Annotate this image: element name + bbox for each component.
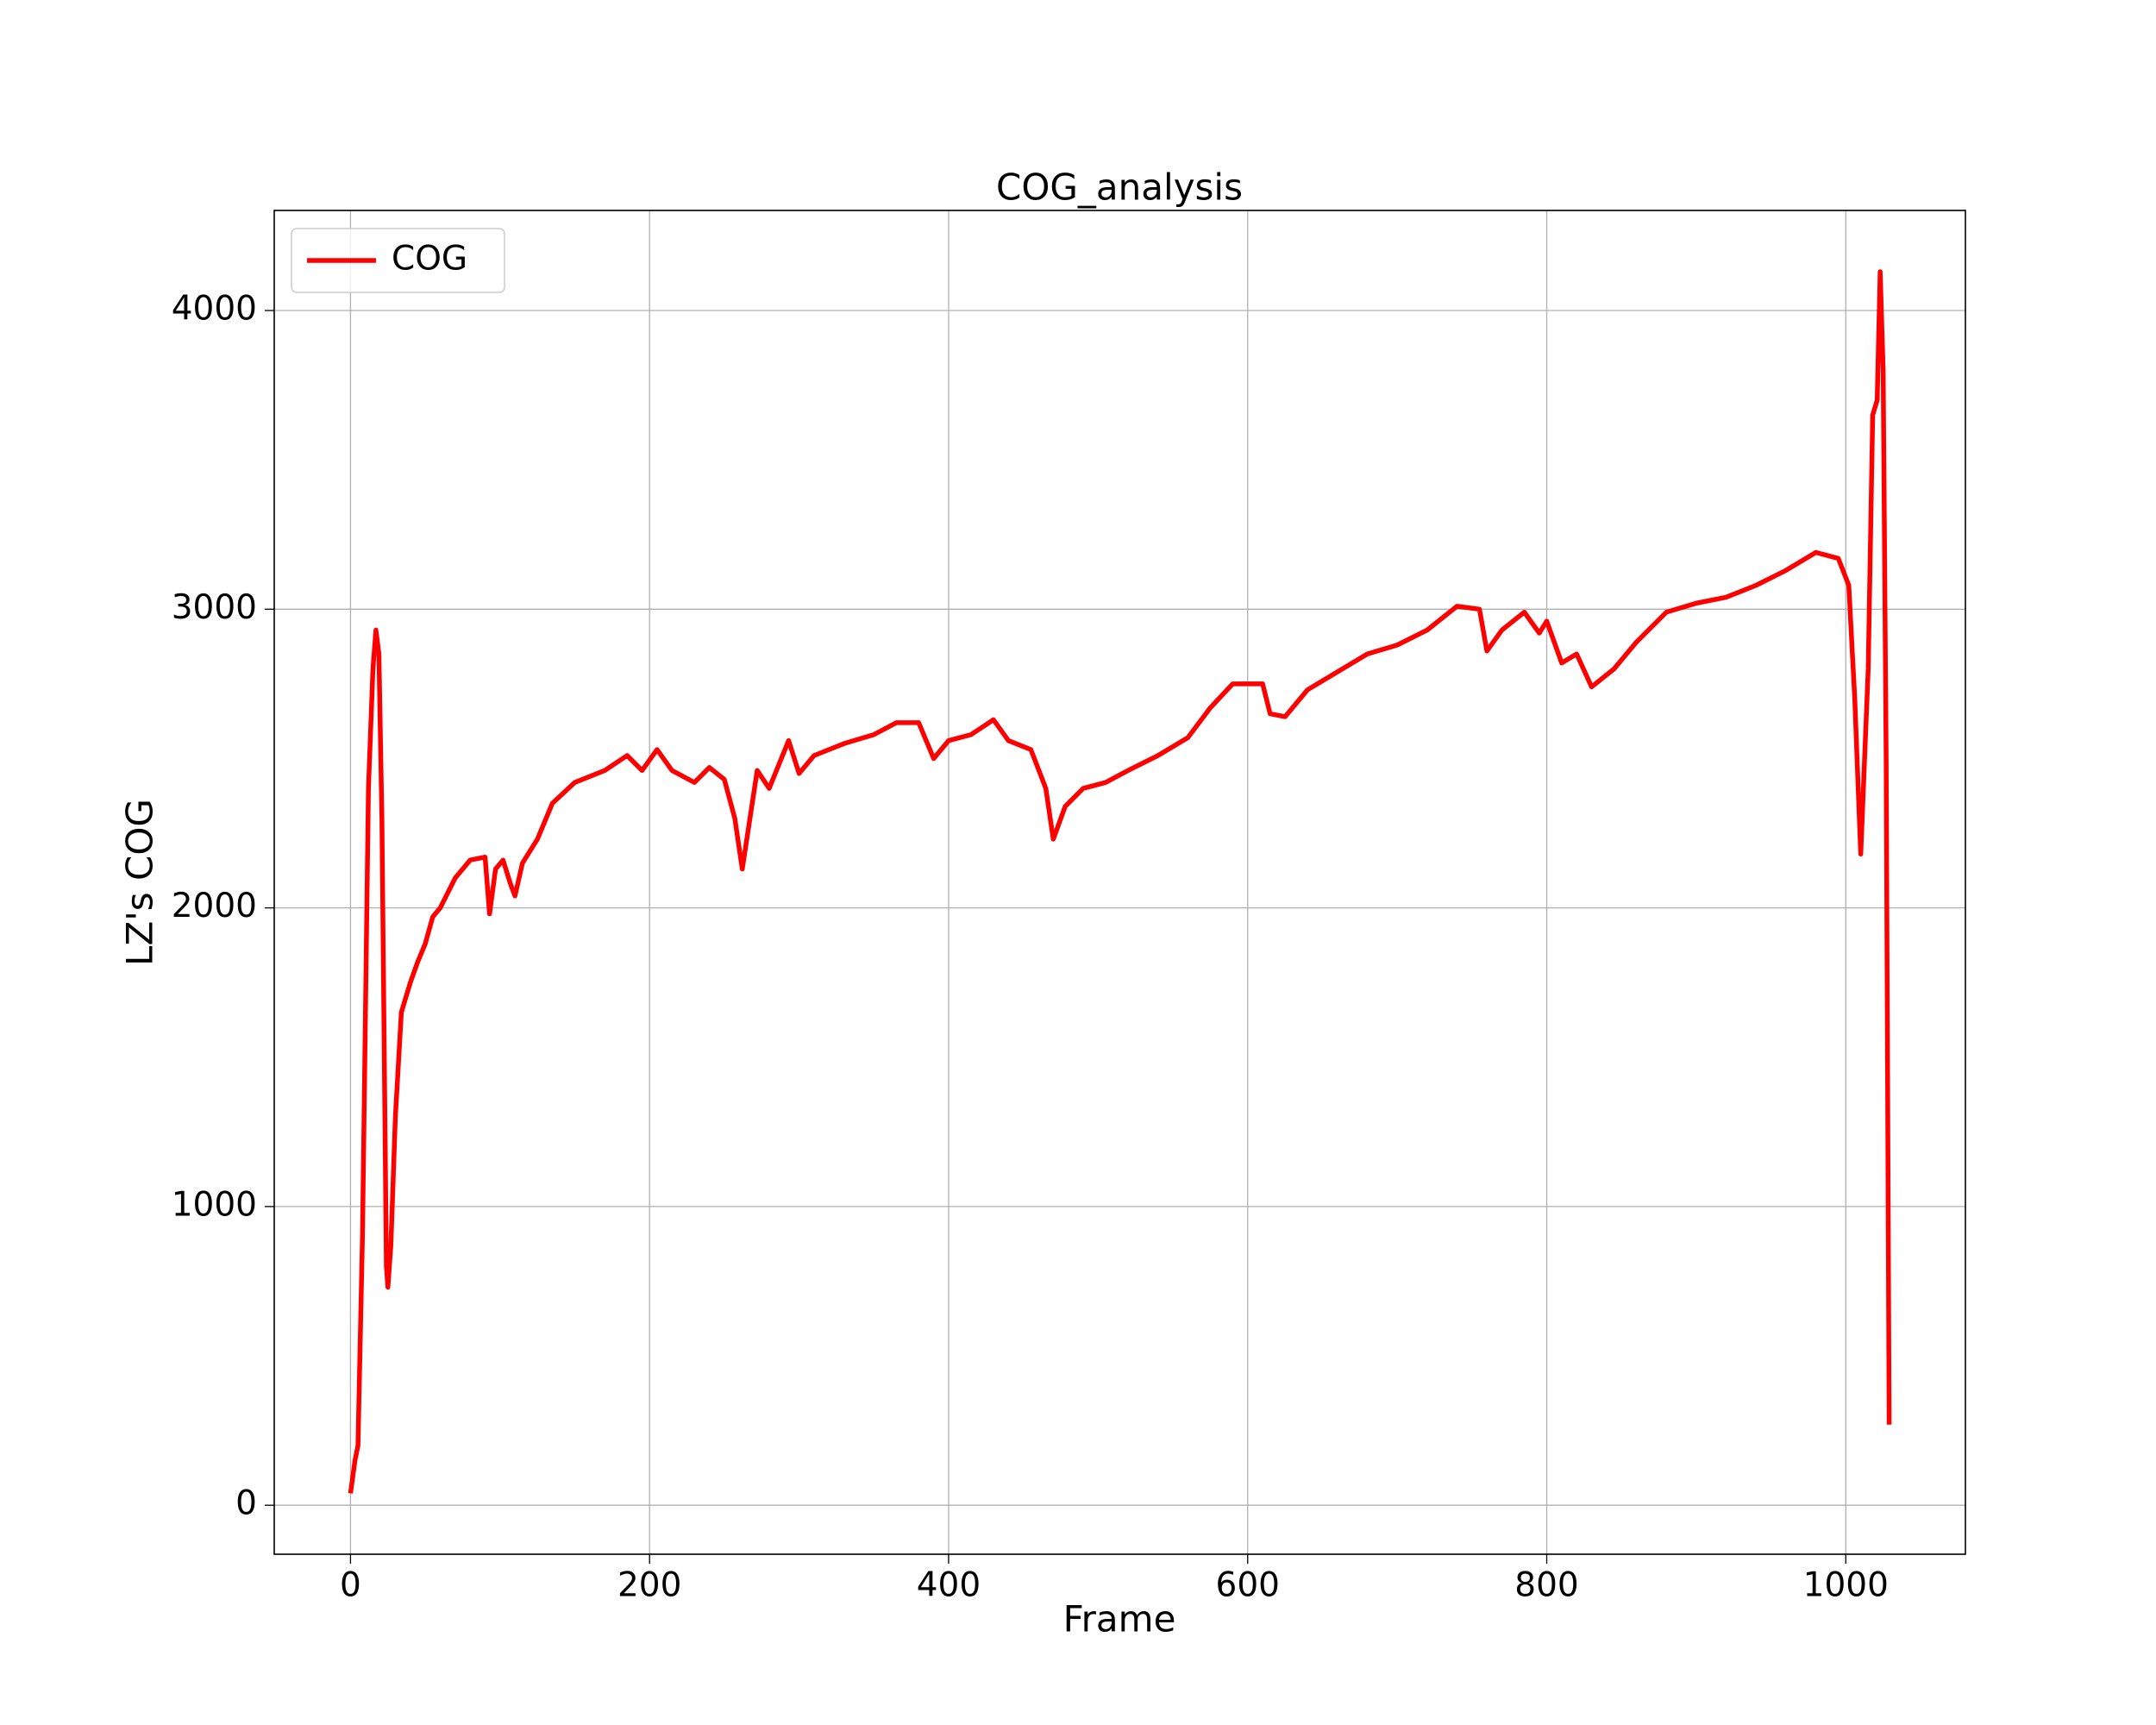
y-axis-label: LZ's COG — [119, 799, 161, 966]
y-tick-label: 4000 — [172, 290, 257, 329]
plot-frame — [273, 210, 1966, 1555]
x-tick-label: 800 — [1514, 1566, 1578, 1605]
x-tick-label: 0 — [340, 1566, 361, 1605]
x-tick-label: 1000 — [1803, 1566, 1889, 1605]
y-tick-label: 3000 — [172, 588, 257, 627]
legend-label: COG — [392, 240, 467, 279]
y-tick-label: 1000 — [172, 1185, 257, 1224]
chart-title: COG_analysis — [996, 166, 1243, 209]
legend-box — [291, 228, 505, 293]
x-tick-label: 200 — [617, 1566, 681, 1605]
line-series — [348, 269, 1892, 1494]
y-tick-label: 0 — [235, 1484, 257, 1523]
y-tick-label: 2000 — [172, 887, 257, 925]
x-axis-label: Frame — [1063, 1598, 1176, 1640]
x-tick-label: 400 — [917, 1566, 981, 1605]
x-tick-label: 600 — [1216, 1566, 1280, 1605]
